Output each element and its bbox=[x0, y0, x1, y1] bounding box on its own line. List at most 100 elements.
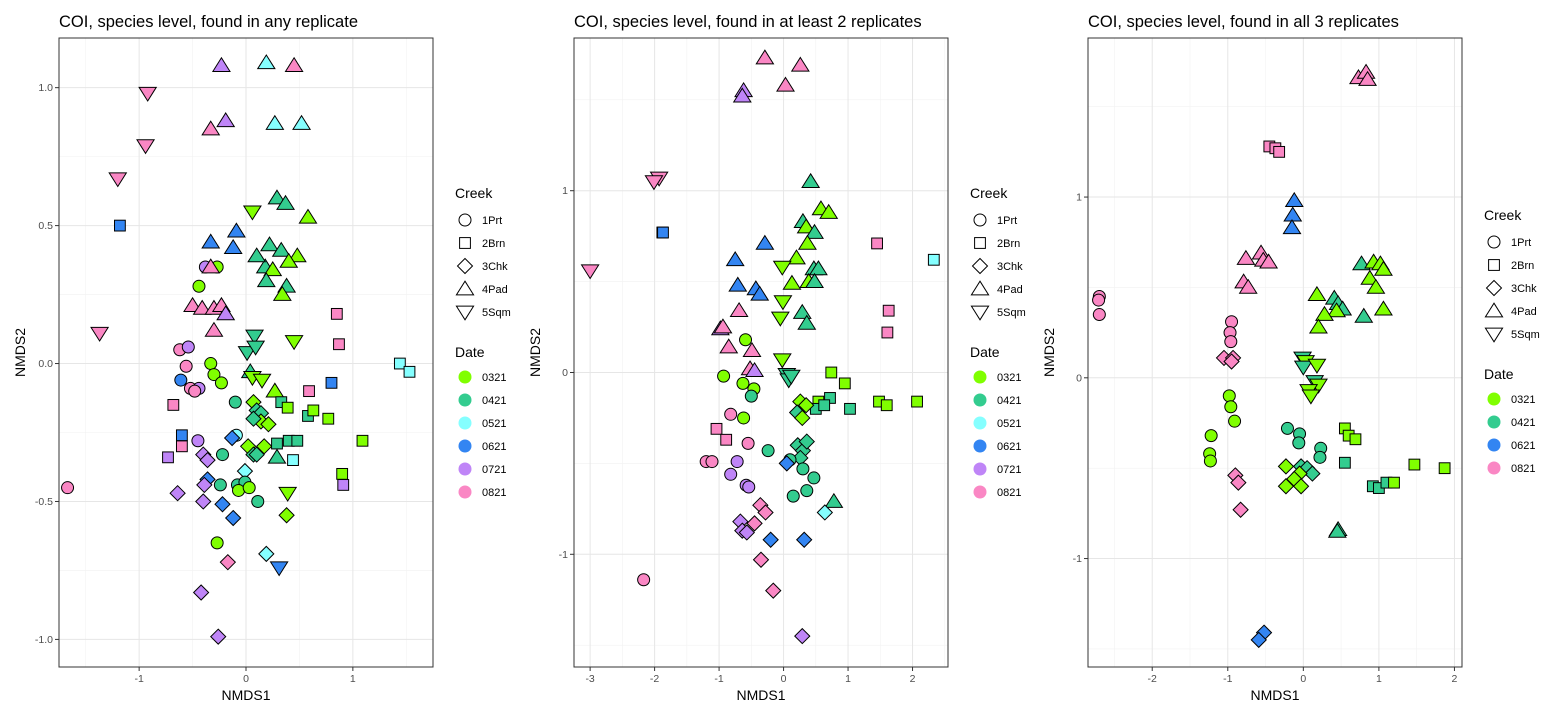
data-point-square bbox=[1338, 456, 1351, 469]
data-point-circle bbox=[761, 444, 775, 458]
data-point-triangle-up bbox=[292, 114, 312, 130]
legend-item-creek: 5Sqm bbox=[1484, 327, 1540, 343]
data-point-square bbox=[291, 434, 304, 447]
legend-label: 0621 bbox=[482, 441, 506, 453]
data-point-triangle-down bbox=[90, 326, 110, 342]
legend-title-creek: Creek bbox=[970, 185, 1008, 201]
data-point-square bbox=[167, 399, 180, 411]
legend-label: 5Sqm bbox=[482, 307, 511, 319]
data-point-square bbox=[175, 440, 188, 453]
x-tick-label: 1 bbox=[1376, 673, 1382, 685]
data-point-circle bbox=[214, 376, 228, 390]
data-point-square bbox=[336, 467, 349, 480]
legend-label: 0821 bbox=[1511, 463, 1535, 475]
y-tick-label: 1 bbox=[562, 185, 568, 197]
legend-label: 1Prt bbox=[1511, 237, 1531, 249]
legend-item-date: 0821 bbox=[973, 485, 1021, 499]
data-point-triangle-up bbox=[216, 112, 236, 128]
legend-item-creek: 3Chk bbox=[456, 257, 508, 275]
legend-key-color bbox=[973, 416, 987, 430]
data-point-triangle-down bbox=[108, 172, 128, 188]
legend-key-triangle-down bbox=[455, 305, 475, 321]
y-axis-title: NMDS2 bbox=[1041, 328, 1057, 377]
plot-border bbox=[1087, 37, 1463, 668]
x-tick-label: 2 bbox=[910, 673, 916, 685]
data-point-triangle-up bbox=[755, 49, 775, 65]
data-point-circle bbox=[204, 357, 218, 371]
data-point-triangle-up bbox=[742, 341, 762, 358]
legend-key-triangle-up bbox=[455, 280, 475, 296]
legend-label: 4Pad bbox=[482, 284, 508, 296]
legend-label: 0421 bbox=[997, 395, 1021, 407]
legend-item-creek: 4Pad bbox=[455, 280, 508, 296]
data-point-circle bbox=[717, 369, 731, 383]
data-point-square bbox=[271, 437, 283, 450]
data-point-diamond bbox=[752, 551, 770, 568]
data-point-square bbox=[720, 433, 733, 446]
data-point-square bbox=[825, 366, 838, 379]
data-point-square bbox=[1438, 462, 1451, 475]
legend-item-creek: 5Sqm bbox=[970, 305, 1026, 321]
data-point-square bbox=[911, 395, 923, 408]
data-point-circle bbox=[724, 407, 738, 421]
data-point-circle bbox=[737, 411, 751, 425]
data-point-diamond bbox=[1223, 353, 1240, 370]
data-point-square bbox=[287, 454, 299, 466]
data-points bbox=[580, 49, 940, 645]
legend: Creek 1Prt 2Brn 3Chk 4Pad 5Sqm Date 0321 0421 062… bbox=[1484, 207, 1540, 475]
data-point-diamond bbox=[762, 531, 779, 548]
data-point-triangle-down bbox=[252, 373, 272, 389]
data-point-triangle-up bbox=[776, 76, 795, 92]
data-point-triangle-up bbox=[1307, 285, 1327, 302]
scatter-panel-2: COI, species level, found in at least 2 … bbox=[527, 13, 1026, 703]
data-point-diamond bbox=[778, 455, 796, 472]
data-point-square bbox=[881, 326, 894, 339]
legend-key-square bbox=[974, 237, 986, 249]
x-tick-label: -1 bbox=[1223, 673, 1232, 685]
x-axis-title: NMDS1 bbox=[1250, 687, 1299, 703]
y-tick-label: -1 bbox=[1073, 553, 1082, 565]
legend-label: 0821 bbox=[482, 487, 506, 499]
data-point-diamond bbox=[746, 515, 763, 532]
y-tick-label: -1 bbox=[559, 549, 568, 561]
data-point-square bbox=[882, 304, 895, 317]
data-point-diamond bbox=[738, 524, 756, 541]
data-point-triangle-up bbox=[263, 260, 283, 277]
data-point-diamond bbox=[260, 416, 277, 433]
x-tick-label: -1 bbox=[134, 673, 143, 685]
data-point-triangle-up bbox=[1354, 307, 1374, 323]
data-point-triangle-up bbox=[725, 251, 745, 267]
data-point-circle bbox=[191, 434, 205, 448]
y-tick-label: -0.5 bbox=[35, 496, 53, 508]
legend-label: 0321 bbox=[997, 372, 1021, 384]
data-point-diamond bbox=[1304, 465, 1321, 482]
data-point-triangle-up bbox=[755, 234, 775, 250]
data-point-triangle-up bbox=[201, 258, 221, 274]
data-point-square bbox=[818, 399, 831, 412]
data-point-circle bbox=[1203, 454, 1217, 468]
data-point-square bbox=[1349, 433, 1362, 446]
data-point-triangle-up bbox=[1327, 302, 1347, 318]
data-point-circle bbox=[1224, 335, 1238, 349]
plot-background bbox=[574, 38, 948, 667]
legend-title-creek: Creek bbox=[455, 185, 493, 201]
data-point-circle bbox=[215, 448, 229, 462]
data-point-circle bbox=[637, 573, 651, 587]
y-axis-title: NMDS2 bbox=[12, 328, 28, 377]
data-point-square bbox=[403, 365, 416, 378]
data-point-triangle-up bbox=[256, 272, 276, 288]
data-point-triangle-up bbox=[256, 54, 276, 70]
data-point-square bbox=[175, 429, 188, 442]
y-tick-label: 0 bbox=[1076, 372, 1082, 384]
data-point-triangle-up bbox=[1238, 278, 1258, 294]
panel-title: COI, species level, found in at least 2 … bbox=[574, 13, 922, 31]
data-point-triangle-up bbox=[226, 222, 246, 238]
data-point-diamond bbox=[196, 476, 213, 494]
data-point-triangle-up bbox=[265, 114, 285, 130]
legend-item-date: 0621 bbox=[458, 439, 506, 453]
legend-label: 0421 bbox=[1511, 417, 1535, 429]
data-points bbox=[61, 54, 416, 645]
data-point-square bbox=[871, 237, 883, 250]
data-point-diamond bbox=[278, 507, 295, 524]
